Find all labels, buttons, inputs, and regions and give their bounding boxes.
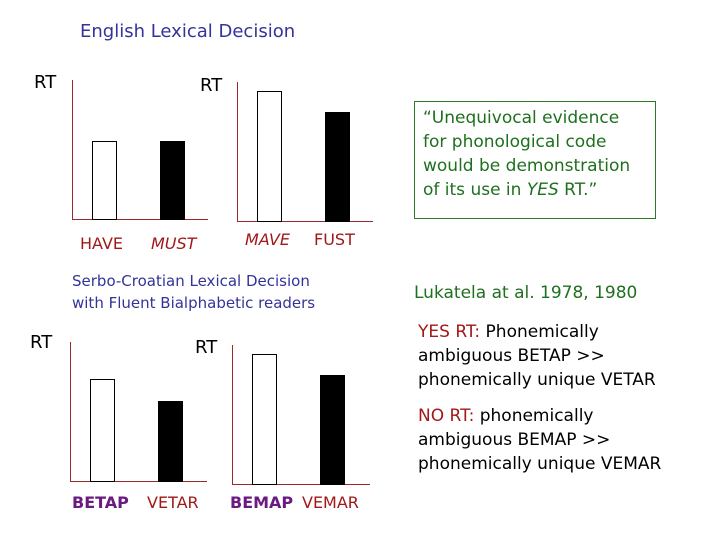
chart4-ylabel: RT <box>195 337 218 358</box>
yes-rt-note: YES RT: Phonemically ambiguous BETAP >> … <box>418 320 656 392</box>
chart3-ylabel: RT <box>30 332 53 353</box>
no-rt-line-1: phonemically <box>474 406 594 426</box>
english-title: English Lexical Decision <box>80 21 296 42</box>
bar-bemap <box>252 354 277 485</box>
serbo-words-chart <box>70 342 207 482</box>
quote-line-4-suffix: RT.” <box>558 180 598 200</box>
y-axis <box>232 345 233 485</box>
quote-box: “Unequivocal evidence for phonological c… <box>414 101 656 219</box>
english-pseudowords-chart <box>237 82 373 222</box>
quote-line-3: would be demonstration <box>423 156 631 176</box>
no-rt-line-2: ambiguous BEMAP >> <box>418 430 611 450</box>
english-words-chart <box>72 80 208 220</box>
bar-vetar <box>158 401 183 482</box>
x-axis <box>232 484 370 485</box>
no-rt-note: NO RT: phonemically ambiguous BEMAP >> p… <box>418 404 661 476</box>
y-axis <box>70 342 71 482</box>
quote-line-4: of its use in YES RT.” <box>423 178 655 202</box>
quote-yes-italic: YES <box>526 180 559 200</box>
y-axis <box>72 80 73 220</box>
bar-have <box>92 141 117 220</box>
x-axis <box>237 221 373 222</box>
yes-rt-line-2: ambiguous BETAP >> <box>418 346 605 366</box>
label-bemap: BEMAP <box>230 493 294 512</box>
serbo-title: Serbo-Croatian Lexical Decision with Flu… <box>72 270 315 314</box>
bar-betap <box>90 379 115 482</box>
label-betap: BETAP <box>72 493 129 512</box>
serbo-pseudowords-chart <box>232 345 370 485</box>
label-mave: MAVE <box>245 230 291 249</box>
bar-fust <box>325 112 350 222</box>
bar-vemar <box>320 375 345 485</box>
yes-rt-label: YES RT: <box>418 322 481 342</box>
yes-rt-line-1: Phonemically <box>480 322 599 342</box>
label-must: MUST <box>151 234 197 253</box>
quote-line-4-prefix: of its use in <box>423 180 527 200</box>
quote-line-2: for phonological code <box>423 132 607 152</box>
bar-must <box>160 141 185 220</box>
no-rt-line-3: phonemically unique VEMAR <box>418 454 662 474</box>
quote-line-1: “Unequivocal evidence <box>423 108 620 128</box>
chart1-ylabel: RT <box>34 72 57 93</box>
yes-rt-line-3: phonemically unique VETAR <box>418 370 656 390</box>
serbo-title-line-2: with Fluent Bialphabetic readers <box>72 294 316 312</box>
serbo-title-line-1: Serbo-Croatian Lexical Decision <box>72 272 310 290</box>
label-fust: FUST <box>314 230 355 249</box>
y-axis <box>237 82 238 222</box>
label-vemar: VEMAR <box>302 493 359 512</box>
chart2-ylabel: RT <box>200 75 223 96</box>
bar-mave <box>257 91 282 222</box>
no-rt-label: NO RT: <box>418 406 475 426</box>
label-have: HAVE <box>80 234 124 253</box>
x-axis <box>70 481 207 482</box>
citation: Lukatela at al. 1978, 1980 <box>414 283 638 303</box>
label-vetar: VETAR <box>147 493 199 512</box>
x-axis <box>72 219 208 220</box>
